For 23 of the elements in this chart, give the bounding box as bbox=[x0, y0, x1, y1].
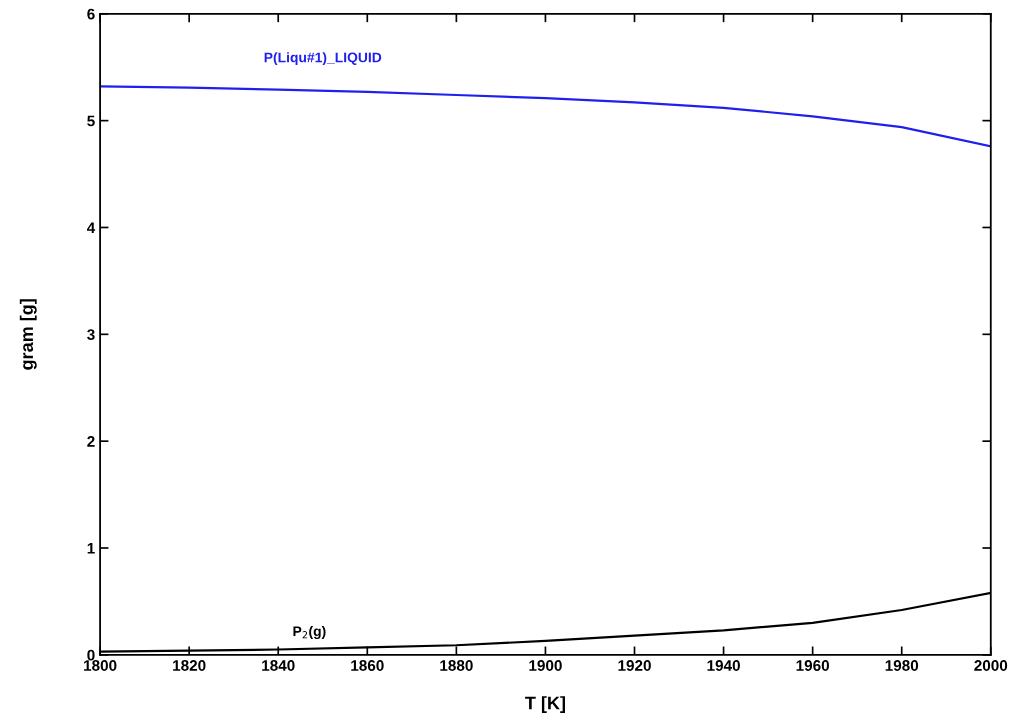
line-series bbox=[100, 85, 991, 148]
y-tick-label: 1 bbox=[87, 543, 95, 554]
series-label: P$_{2}$(g) bbox=[293, 625, 326, 639]
x-tick-label: 1800 bbox=[84, 660, 117, 671]
y-axis-title: gram [g] bbox=[19, 299, 37, 370]
series-label: P(Liqu#1)_LIQUID bbox=[264, 52, 382, 66]
y-tick-label: 2 bbox=[87, 436, 95, 447]
y-tick-label: 3 bbox=[87, 329, 95, 341]
y-tick-label: 4 bbox=[86, 222, 96, 234]
x-tick-label: 1860 bbox=[351, 660, 384, 671]
x-tick-label: 1820 bbox=[173, 660, 206, 671]
x-tick-label: 1980 bbox=[885, 660, 919, 671]
x-tick-label: 2000 bbox=[974, 660, 1008, 671]
x-tick-label: 1840 bbox=[262, 660, 295, 671]
y-tick-label: 0 bbox=[87, 649, 95, 661]
x-tick-label: 1900 bbox=[529, 660, 562, 671]
x-axis-title: T [K] bbox=[525, 696, 565, 714]
x-tick-label: 1940 bbox=[707, 660, 740, 671]
y-tick-label: 6 bbox=[87, 8, 95, 20]
x-tick-label: 1920 bbox=[618, 660, 651, 671]
y-tick-label: 5 bbox=[87, 115, 95, 127]
x-tick-label: 1880 bbox=[440, 660, 473, 671]
x-tick-label: 1960 bbox=[796, 660, 830, 671]
